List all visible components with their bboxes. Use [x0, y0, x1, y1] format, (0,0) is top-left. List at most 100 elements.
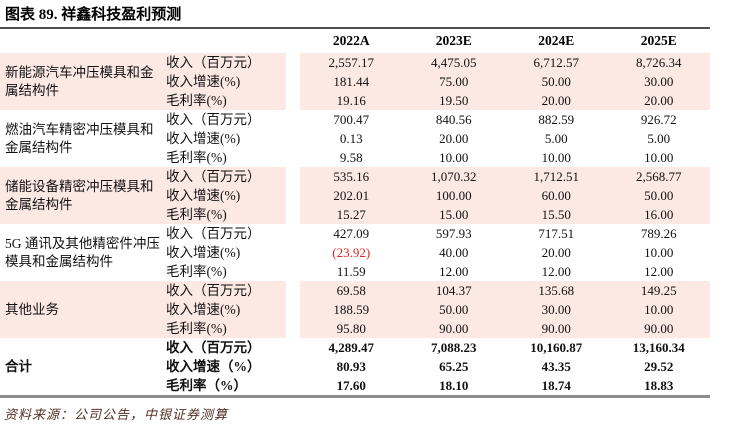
- column-spacer: [286, 338, 300, 357]
- value-cell: 135.68: [505, 281, 608, 300]
- value-cell: 80.93: [336, 358, 366, 374]
- value-cell: 4,475.05: [402, 53, 505, 72]
- value-cell: 90.00: [505, 319, 608, 338]
- value-cell: 1,070.32: [402, 167, 505, 186]
- value-cell: 882.59: [538, 111, 575, 127]
- header-blank-spacer: [286, 29, 300, 53]
- metric-label: 毛利率(%): [166, 205, 286, 224]
- value-cell: 15.27: [300, 205, 403, 224]
- value-cell: 6,712.57: [505, 53, 608, 72]
- table-row: 收入增速(%) (23.92) 40.00 20.00 10.00: [0, 243, 710, 262]
- header-blank-metric: [166, 29, 286, 53]
- figure-title: 图表 89. 祥鑫科技盈利预测: [5, 7, 182, 23]
- value-cell: 20.00: [607, 91, 710, 110]
- value-cell: 30.00: [607, 72, 710, 91]
- column-spacer: [286, 91, 300, 110]
- column-spacer: [286, 262, 300, 281]
- metric-label: 毛利率(%): [166, 149, 227, 165]
- value-cell: 7,088.23: [431, 339, 477, 355]
- value-cell: 202.01: [300, 186, 403, 205]
- segment-label: 合计: [5, 358, 32, 374]
- metric-label: 收入（百万元）: [166, 53, 286, 72]
- column-spacer: [286, 110, 300, 129]
- value-cell: 19.16: [300, 91, 403, 110]
- header-col-2023e: 2023E: [435, 33, 472, 48]
- table-row: 毛利率(%) 95.80 90.00 90.00 90.00: [0, 319, 710, 338]
- column-spacer: [286, 53, 300, 72]
- value-cell: 43.35: [541, 358, 571, 374]
- value-cell: 50.00: [607, 186, 710, 205]
- table-header: 2022A 2023E 2024E 2025E: [0, 29, 710, 53]
- table-row: 储能设备精密冲压模具和金属结构件 收入（百万元） 535.16 1,070.32 1,7…: [0, 167, 710, 224]
- value-cell: 10.00: [607, 300, 710, 319]
- table-bottom-rule: [0, 395, 710, 398]
- value-cell: 12.00: [439, 263, 469, 279]
- value-cell: 597.93: [435, 225, 472, 241]
- value-cell: 9.58: [339, 149, 363, 165]
- table-row: 合计 收入（百万元） 4,289.47 7,088.23 10,160.87 13,160…: [0, 338, 710, 374]
- column-spacer: [286, 243, 300, 262]
- column-spacer: [286, 129, 300, 148]
- header-col-2025e: 2025E: [640, 33, 677, 48]
- column-spacer: [286, 300, 300, 319]
- value-cell: 20.00: [439, 130, 469, 146]
- column-spacer: [286, 148, 300, 167]
- table-row: 毛利率(%) 11.59 12.00 12.00 12.00: [0, 262, 710, 281]
- table-row: 收入增速(%) 188.59 50.00 30.00 10.00: [0, 300, 710, 319]
- value-cell: 40.00: [439, 244, 469, 260]
- value-cell: 2,557.17: [300, 53, 403, 72]
- value-cell: 50.00: [505, 72, 608, 91]
- segment-label: 其他业务: [0, 281, 166, 338]
- table-row: 其他业务 收入（百万元） 69.58 104.37 135.68 149.25: [0, 281, 710, 338]
- value-cell: 90.00: [402, 319, 505, 338]
- column-spacer: [286, 319, 300, 338]
- table-row: 新能源汽车冲压模具和金属结构件 收入（百万元） 2,557.17 4,475.05 6,…: [0, 53, 710, 110]
- value-cell: 18.74: [541, 377, 571, 393]
- value-cell: 69.58: [300, 281, 403, 300]
- value-cell: 29.52: [644, 358, 674, 374]
- value-cell: 11.59: [336, 263, 366, 279]
- metric-label: 收入增速(%): [166, 244, 241, 260]
- value-cell: 840.56: [435, 111, 472, 127]
- segment-label: 储能设备精密冲压模具和金属结构件: [0, 167, 166, 224]
- table-row: 毛利率(%) 9.58 10.00 10.00 10.00: [0, 148, 710, 167]
- value-cell: 717.51: [538, 225, 575, 241]
- value-cell: 427.09: [333, 225, 370, 241]
- metric-label: 毛利率（%）: [166, 377, 247, 393]
- table-row: 毛利率(%) 15.27 15.00 15.50 16.00: [0, 205, 710, 224]
- metric-label: 毛利率(%): [166, 319, 286, 338]
- segment-label: 燃油汽车精密冲压模具和金属结构件: [5, 121, 154, 155]
- table-row: 毛利率（%） 17.60 18.10 18.74 18.83: [0, 376, 710, 395]
- metric-label: 毛利率(%): [166, 91, 286, 110]
- segment-label: 新能源汽车冲压模具和金属结构件: [0, 53, 166, 110]
- column-spacer: [286, 357, 300, 376]
- table-row: 燃油汽车精密冲压模具和金属结构件 收入（百万元） 700.47 840.56 882.5…: [0, 110, 710, 155]
- value-cell: 700.47: [333, 111, 370, 127]
- table-row: 收入增速(%) 181.44 75.00 50.00 30.00: [0, 72, 710, 91]
- metric-label: 收入增速(%): [166, 300, 286, 319]
- source-note: 资料来源：公司公告，中银证券测算: [4, 407, 229, 422]
- value-cell: 10.00: [439, 149, 469, 165]
- value-cell: 95.80: [300, 319, 403, 338]
- value-cell: 15.00: [402, 205, 505, 224]
- column-spacer: [286, 224, 300, 243]
- table-top-rule: [0, 27, 710, 29]
- metric-label: 收入（百万元）: [166, 167, 286, 186]
- table-row: 收入增速（%） 80.93 65.25 43.35 29.52: [0, 357, 710, 376]
- value-cell: 12.00: [644, 263, 674, 279]
- metric-label: 收入增速(%): [166, 186, 286, 205]
- value-cell: 19.50: [402, 91, 505, 110]
- header-col-2024e: 2024E: [538, 33, 575, 48]
- value-cell: 16.00: [607, 205, 710, 224]
- value-cell: 8,726.34: [607, 53, 710, 72]
- value-cell: 13,160.34: [632, 339, 685, 355]
- segment-label: 5G 通讯及其他精密件冲压模具和金属结构件: [5, 235, 160, 269]
- metric-label: 收入增速(%): [166, 72, 286, 91]
- value-cell: 2,568.77: [607, 167, 710, 186]
- header-blank-label: [0, 29, 166, 53]
- value-cell: 789.26: [640, 225, 677, 241]
- metric-label: 收入（百万元）: [166, 225, 261, 241]
- value-cell: 0.13: [339, 130, 363, 146]
- value-cell: 20.00: [505, 91, 608, 110]
